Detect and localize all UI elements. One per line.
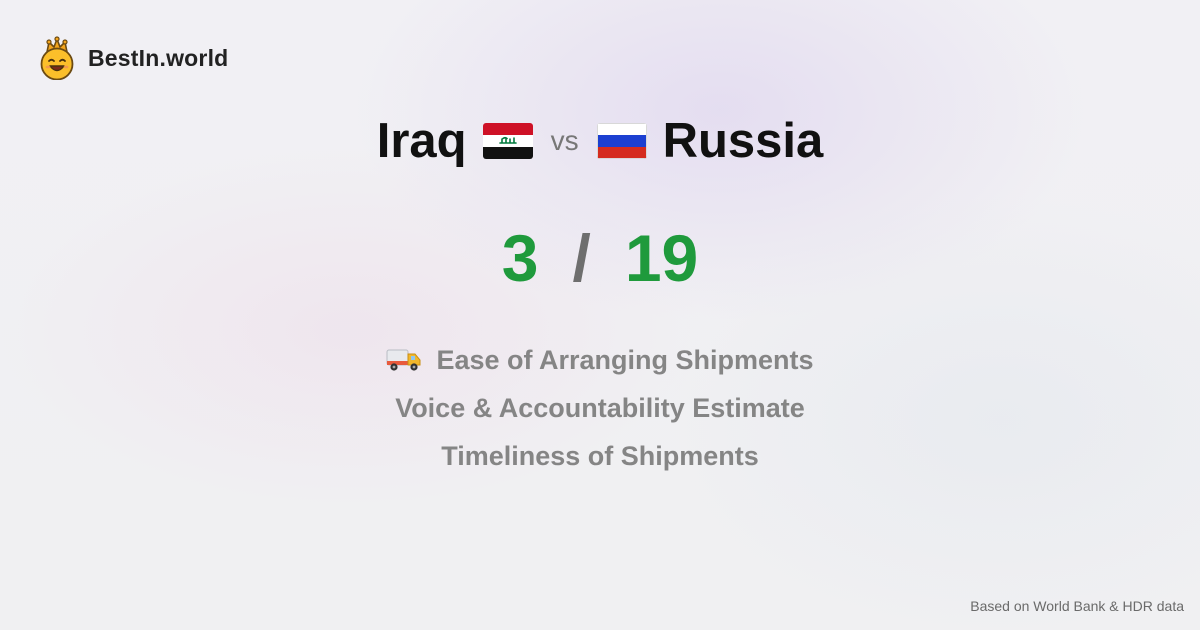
- truck-icon: [386, 349, 421, 371]
- metric-item: Voice & Accountability Estimate: [0, 384, 1200, 432]
- right-country-name: Russia: [662, 114, 824, 168]
- vs-label: vs: [550, 125, 579, 156]
- metric-item: Timeliness of Shipments: [0, 432, 1200, 480]
- metric-label: Voice & Accountability Estimate: [395, 392, 805, 423]
- crowned-smiley-icon: [40, 36, 74, 80]
- iraq-flag-icon: [482, 123, 533, 159]
- left-score: 3: [501, 221, 539, 295]
- score-separator: /: [572, 221, 591, 295]
- brand-name: BestIn.world: [88, 44, 229, 71]
- site-logo[interactable]: BestIn.world: [38, 36, 228, 80]
- data-source-note: Based on World Bank & HDR data: [970, 598, 1184, 614]
- metric-item: Ease of Arranging Shipments: [0, 336, 1200, 384]
- right-score: 19: [624, 221, 699, 295]
- left-country-name: Iraq: [376, 114, 467, 168]
- comparison-title: Iraq vs Russia: [0, 110, 1200, 172]
- metric-label: Ease of Arranging Shipments: [436, 344, 814, 375]
- metric-label: Timeliness of Shipments: [441, 440, 759, 471]
- russia-flag-icon: [596, 123, 647, 159]
- metrics-list: Ease of Arranging Shipments Voice & Acco…: [0, 336, 1200, 480]
- score-display: 3 / 19: [0, 218, 1200, 298]
